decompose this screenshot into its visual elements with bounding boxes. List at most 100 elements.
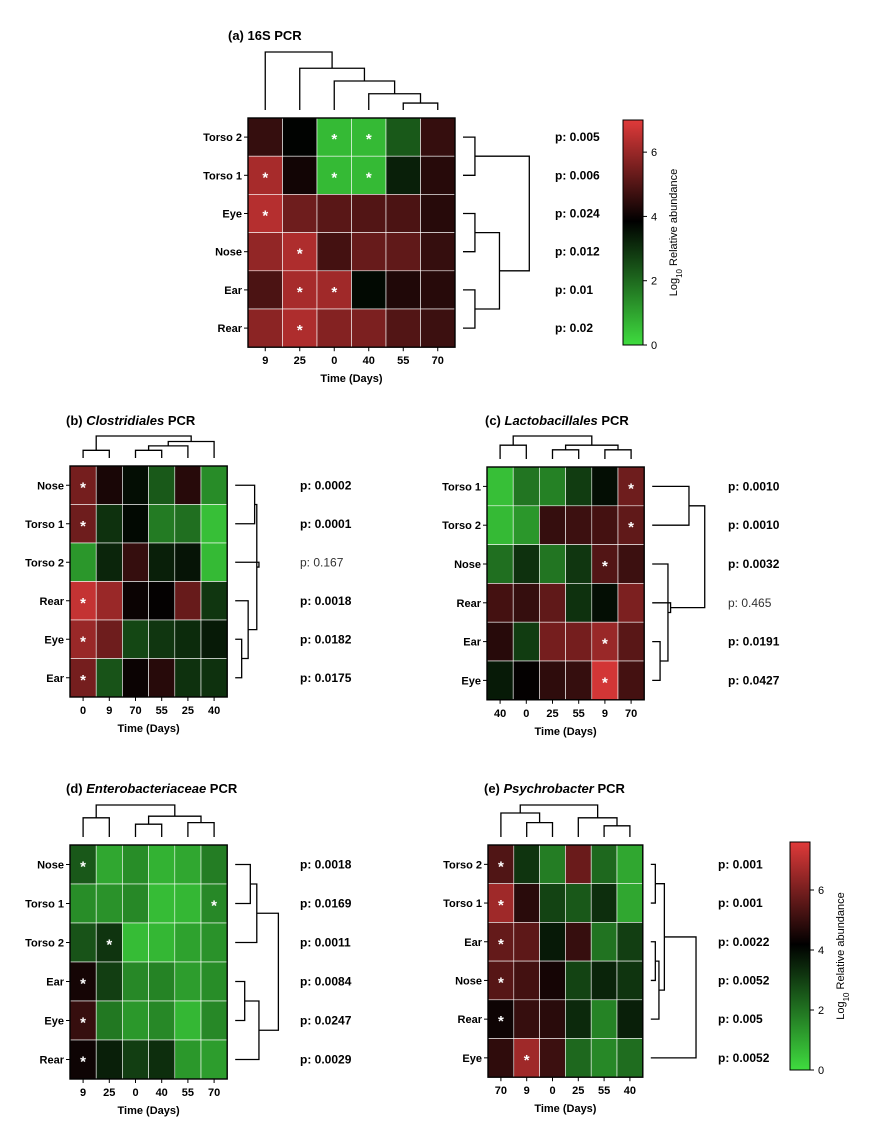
heatmap-cell [282, 117, 318, 157]
heatmap-cell [512, 583, 540, 623]
title-prefix: (a) [228, 28, 248, 43]
colorbar-tick-label: 2 [651, 276, 657, 288]
column-dendrogram-branch [551, 449, 580, 459]
heatmap-cell [148, 1000, 176, 1041]
row-dendrogram-branch [235, 883, 258, 944]
row-dendrogram-branch [474, 231, 501, 310]
heatmap-cell [95, 1039, 123, 1080]
column-dendrogram-branch [134, 449, 163, 458]
significance-star: * [80, 479, 86, 496]
heatmap-frame [247, 117, 456, 348]
p-value: p: 0.01 [555, 283, 593, 297]
x-axis-label: Time (Days) [534, 1103, 596, 1115]
heatmap-cell [565, 660, 593, 701]
row-label: Ear [224, 285, 242, 297]
significance-star: * [366, 169, 372, 186]
p-value: p: 0.006 [555, 168, 600, 182]
heatmap-cell [174, 961, 202, 1002]
colorbar-tick-label: 2 [818, 1005, 824, 1017]
row-label: Ear [46, 977, 64, 989]
p-value: p: 0.0191 [728, 635, 780, 649]
significance-star: * [498, 1013, 504, 1030]
heatmap-cell [148, 1039, 176, 1080]
heatmap-cell [486, 544, 514, 584]
heatmap-cell [95, 883, 123, 924]
column-dendrogram-branch [95, 804, 176, 818]
heatmap-cell [316, 308, 352, 348]
heatmap-cell [95, 1000, 123, 1041]
p-value: p: 0.0169 [300, 897, 352, 911]
heatmap-cell [122, 883, 149, 924]
col-label: 0 [80, 705, 86, 717]
column-dendrogram-branch [499, 444, 527, 459]
heatmap-cell [539, 999, 566, 1039]
heatmap-cell [616, 844, 644, 885]
heatmap-cell [565, 922, 592, 962]
p-value: p: 0.0052 [718, 1051, 770, 1065]
heatmap-cell [539, 844, 566, 885]
column-dendrogram-branch [167, 440, 215, 458]
heatmap-cell [174, 465, 202, 505]
x-axis-label: Time (Days) [118, 723, 180, 735]
heatmap-cell [617, 621, 645, 662]
heatmap-cell [247, 155, 283, 195]
colorbar-label-suffix: Relative abundance [668, 169, 680, 269]
heatmap-cell [487, 844, 515, 885]
heatmap-cell [616, 883, 644, 923]
heatmap-cell [282, 155, 318, 195]
heatmap-cell [148, 542, 176, 582]
colorbar-tick-label: 0 [651, 340, 657, 352]
heatmap-cell [122, 619, 149, 659]
heatmap-cell [122, 1000, 149, 1041]
title-suffix: PCR [164, 413, 196, 428]
heatmap-cell [69, 961, 97, 1002]
heatmap-cell [69, 542, 97, 582]
heatmap-cell [591, 505, 619, 545]
row-dendrogram-branch [235, 863, 251, 905]
heatmap-cell [69, 658, 97, 698]
row-label: Torso 2 [443, 859, 482, 871]
title-prefix: (d) [66, 781, 86, 796]
colorbar-tick-label: 0 [818, 1065, 824, 1077]
column-dendrogram-branch [82, 449, 110, 458]
heatmap-cell [617, 660, 645, 701]
heatmap-cell [385, 270, 421, 310]
p-value: p: 0.0002 [300, 478, 352, 492]
heatmap-cell [565, 844, 592, 885]
row-dendrogram-branch [670, 505, 706, 609]
heatmap-cell [174, 883, 202, 924]
heatmap-cell [95, 542, 123, 582]
significance-star: * [331, 169, 337, 186]
colorbar-label-suffix: Relative abundance [835, 892, 847, 992]
heatmap-cell [616, 922, 644, 962]
colorbar-label-subscript: 10 [675, 268, 684, 277]
significance-star: * [331, 284, 337, 301]
col-label: 40 [363, 355, 375, 367]
column-dendrogram-branch [512, 435, 593, 446]
heatmap-cell [513, 999, 540, 1039]
heatmap-cell [590, 1038, 618, 1078]
significance-star: * [297, 284, 303, 301]
col-label: 0 [331, 355, 337, 367]
heatmap-cell [122, 844, 149, 885]
row-dendrogram-branch [463, 289, 476, 329]
row-label: Nose [455, 975, 482, 987]
heatmap-frame [69, 844, 228, 1080]
heatmap-cell [539, 544, 566, 584]
heatmap-cell [122, 504, 149, 544]
column-dendrogram-branch [95, 435, 192, 451]
row-label: Nose [215, 247, 242, 259]
row-dendrogram-branch [235, 638, 243, 679]
significance-star: * [106, 937, 112, 954]
significance-star: * [602, 674, 608, 691]
column-dendrogram-branch [577, 817, 618, 837]
row-label: Nose [37, 480, 64, 492]
col-label: 40 [494, 708, 506, 720]
panel-title: (b) Clostridiales PCR [66, 413, 196, 428]
heatmap-panel-c: (c) Lactobacillales PCR * * * * * Torso 1 Torso… [442, 413, 780, 738]
panel-title: (a) 16S PCR [228, 28, 302, 43]
x-axis-label: Time (Days) [535, 726, 597, 738]
p-value: p: 0.0011 [300, 936, 351, 950]
heatmap-panel-e: (e) Psychrobacter PCR * * * * * * Torso 2 Torso … [443, 781, 770, 1115]
p-value: p: 0.0001 [300, 517, 352, 531]
